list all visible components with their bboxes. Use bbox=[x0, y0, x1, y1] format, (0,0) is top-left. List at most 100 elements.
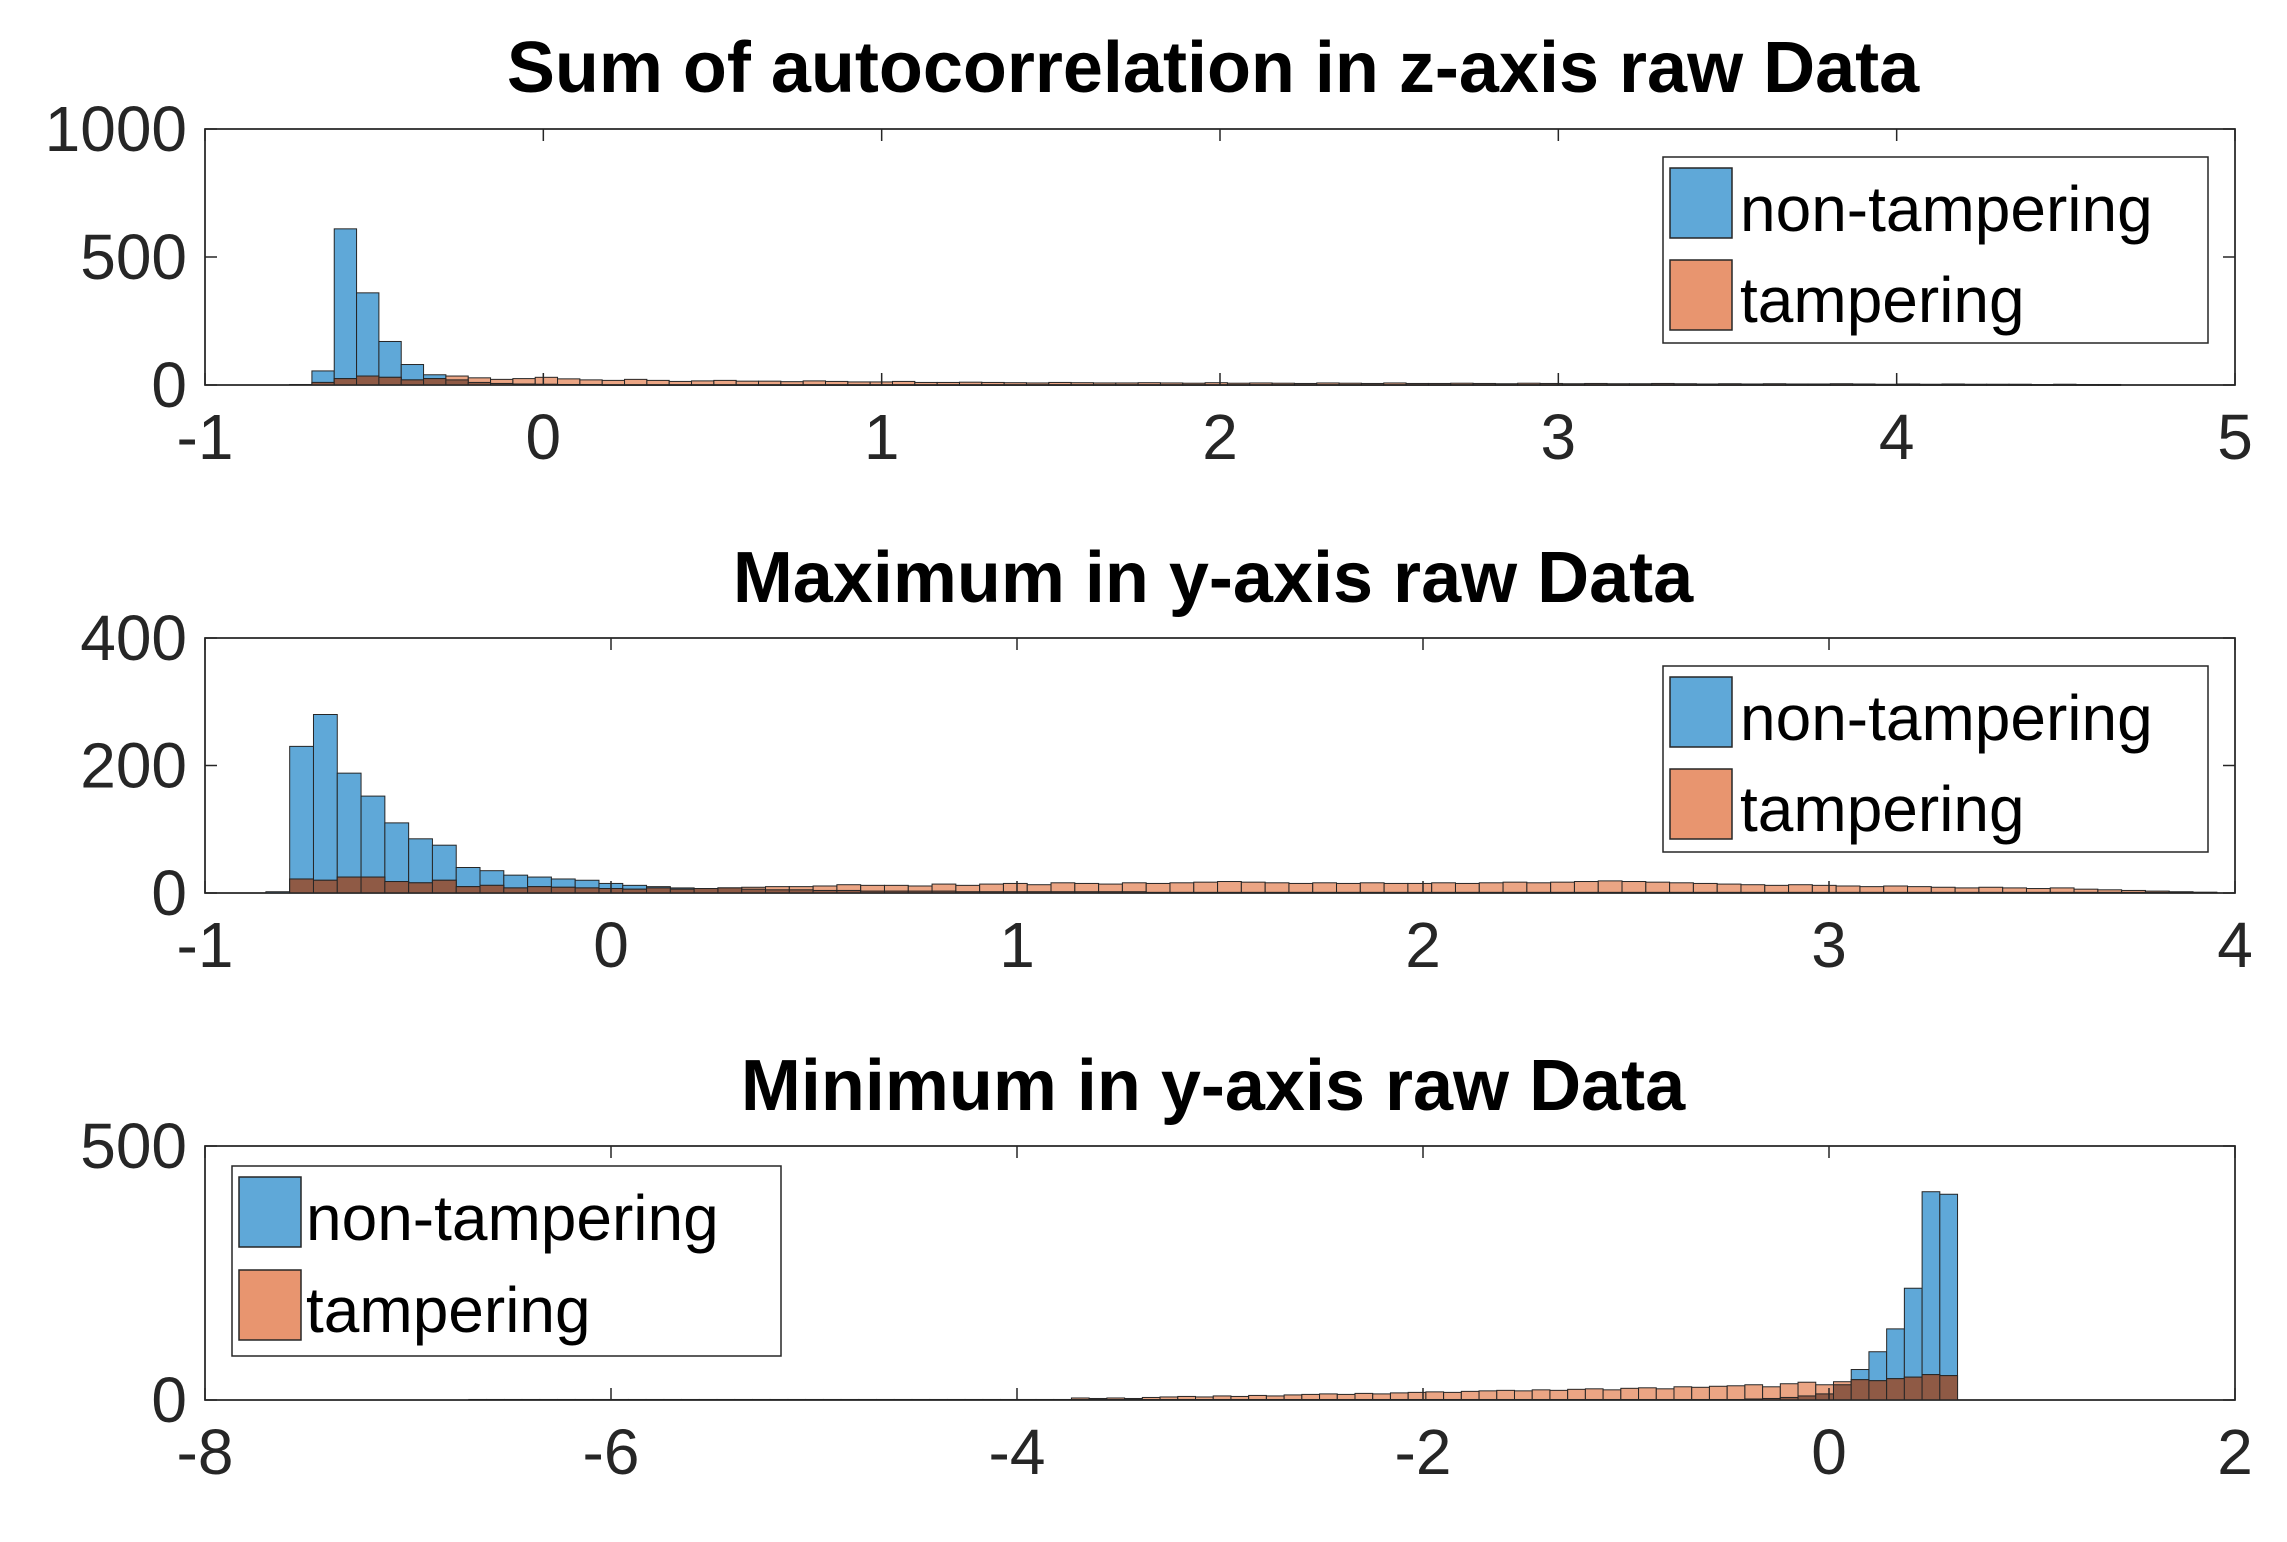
panel-2-xtick-label: 1 bbox=[999, 909, 1035, 981]
panel-1: Sum of autocorrelation in z-axis raw Dat… bbox=[45, 28, 2253, 473]
panel-2-tampering-bar bbox=[1454, 882, 1480, 894]
panel-2-tampering-bar bbox=[1336, 882, 1361, 894]
panel-3-title: Minimum in y-axis raw Data bbox=[741, 1046, 1686, 1126]
panel-2-tampering-bar bbox=[1811, 884, 1837, 894]
panel-1-title: Sum of autocorrelation in z-axis raw Dat… bbox=[507, 28, 1920, 108]
panel-2-overlap-bar bbox=[527, 886, 552, 894]
panel-1-overlap-bar bbox=[423, 378, 447, 386]
panel-2-xtick-label: 0 bbox=[593, 909, 629, 981]
panel-2-tampering-bar bbox=[1217, 881, 1242, 894]
panel-1-overlap-bar bbox=[378, 376, 402, 386]
panel-2-legend-box bbox=[1662, 665, 2209, 853]
panel-2-overlap-bar bbox=[503, 887, 529, 894]
panel-3-tampering-bar bbox=[1425, 1391, 1445, 1401]
panel-2-tampering-bar bbox=[1550, 881, 1575, 894]
panel-3-tampering-bar bbox=[1584, 1388, 1604, 1401]
panel-3-tampering-bar bbox=[1602, 1389, 1622, 1401]
panel-1-ytick-label: 1000 bbox=[45, 93, 187, 165]
panel-2-tampering-bar bbox=[1359, 882, 1385, 894]
panel-3-tampering-bar bbox=[1513, 1390, 1533, 1401]
panel-3-legend-swatch-tampering bbox=[238, 1269, 302, 1341]
panel-2-xtick-label: 4 bbox=[2217, 909, 2253, 981]
panel-3-overlap-bar bbox=[1832, 1384, 1852, 1401]
panel-1-legend-label-non-tampering: non-tampering bbox=[1740, 173, 2153, 245]
panel-1-xtick-label: 4 bbox=[1879, 401, 1915, 473]
panel-2-bars bbox=[265, 714, 2218, 894]
panel-1-overlap-bar bbox=[400, 379, 425, 386]
panel-2-overlap-bar bbox=[431, 879, 457, 894]
panel-1-non-tampering-bar bbox=[333, 228, 358, 386]
panel-2-overlap-bar bbox=[479, 884, 505, 894]
panel-2-legend-swatch-non-tampering bbox=[1669, 676, 1733, 748]
panel-3-xtick-label: -2 bbox=[1395, 1416, 1452, 1488]
panel-2-tampering-bar bbox=[1573, 881, 1599, 894]
panel-2-tampering-bar bbox=[1312, 882, 1338, 894]
panel-2-legend-label-non-tampering: non-tampering bbox=[1740, 682, 2153, 754]
panel-3-xtick-label: -6 bbox=[583, 1416, 640, 1488]
panel-1-legend-swatch-tampering bbox=[1669, 259, 1733, 331]
panel-3-overlap-bar bbox=[1850, 1379, 1870, 1401]
panel-3-overlap-bar bbox=[1868, 1380, 1888, 1401]
panel-3-tampering-bar bbox=[1567, 1388, 1586, 1401]
panel-1-overlap-bar bbox=[445, 379, 469, 386]
panel-1-axes-outline bbox=[204, 128, 2236, 386]
panel-3-tampering-bar bbox=[1726, 1385, 1746, 1401]
panel-2-xtick-label: 2 bbox=[1405, 909, 1441, 981]
panel-3-xtick-label: 0 bbox=[1811, 1416, 1847, 1488]
panel-2-tampering-bar bbox=[1621, 881, 1647, 894]
panel-3-overlap-bar bbox=[1886, 1378, 1905, 1401]
panel-3-tampering-bar bbox=[1549, 1389, 1569, 1401]
panel-3-non-tampering-bar bbox=[1939, 1193, 1959, 1401]
panel-3-tampering-bar bbox=[1531, 1389, 1551, 1401]
panel-3-tampering-bar bbox=[1620, 1387, 1640, 1401]
panel-1-legend-label-tampering: tampering bbox=[1740, 264, 2025, 336]
panel-1-ytick-label: 500 bbox=[80, 221, 187, 293]
panel-1-xtick-label: 0 bbox=[526, 401, 562, 473]
panel-3-non-tampering-bar bbox=[1921, 1191, 1941, 1401]
panel-3-legend-box bbox=[231, 1165, 782, 1357]
panel-2-overlap-bar bbox=[550, 886, 576, 894]
panel-2-tampering-bar bbox=[1145, 882, 1171, 894]
panel-2-overlap-bar bbox=[574, 887, 600, 894]
panel-2-non-tampering-bar bbox=[312, 714, 338, 894]
panel-2-non-tampering-bar bbox=[289, 745, 314, 894]
panel-2-xtick-label: -1 bbox=[177, 909, 234, 981]
panel-1-non-tampering-bar bbox=[356, 292, 380, 386]
panel-1-xtick-label: 2 bbox=[1202, 401, 1238, 473]
panel-2-tampering-bar bbox=[1431, 882, 1456, 894]
panel-2-tampering-bar bbox=[1169, 882, 1195, 894]
panel-3-ytick-label: 500 bbox=[80, 1110, 187, 1182]
panel-3-legend-label-non-tampering: non-tampering bbox=[306, 1182, 719, 1254]
panel-2-tampering-bar bbox=[1716, 883, 1742, 894]
panel-2-tampering-bar bbox=[1764, 884, 1790, 894]
panel-3: Minimum in y-axis raw Data -8 -6 -4 -2 0 2 0 50… bbox=[80, 1046, 2253, 1488]
panel-2-ytick-label: 400 bbox=[80, 602, 187, 674]
panel-2-tampering-bar bbox=[1597, 880, 1623, 894]
panel-3-xtick-label: -8 bbox=[177, 1416, 234, 1488]
panel-2-ytick-label: 200 bbox=[80, 730, 187, 802]
panel-2-overlap-bar bbox=[717, 887, 743, 894]
panel-2-overlap-bar bbox=[408, 882, 433, 894]
panel-3-tampering-bar bbox=[1443, 1391, 1462, 1401]
panel-3-legend: non-tampering tampering bbox=[231, 1165, 782, 1357]
panel-3-overlap-bar bbox=[1939, 1375, 1959, 1401]
panel-2-tampering-bar bbox=[1383, 882, 1409, 894]
panel-2-axes-outline bbox=[204, 637, 2236, 894]
panel-2-non-tampering-bar bbox=[336, 772, 362, 894]
panel-2-legend: non-tampering tampering bbox=[1662, 665, 2209, 853]
panel-1-xtick-label: 1 bbox=[864, 401, 900, 473]
panel-3-ticks: -8 -6 -4 -2 0 2 0 500 bbox=[80, 1110, 2253, 1488]
panel-2-tampering-bar bbox=[1502, 881, 1528, 894]
panel-2-tampering-bar bbox=[1645, 881, 1671, 894]
panel-3-xtick-label: 2 bbox=[2217, 1416, 2253, 1488]
panel-3-legend-swatch-non-tampering bbox=[238, 1176, 302, 1248]
panel-1-xtick-label: -1 bbox=[177, 401, 234, 473]
panel-2-tampering-bar bbox=[1240, 881, 1266, 894]
panel-2-xtick-label: 3 bbox=[1811, 909, 1847, 981]
panel-2-tampering-bar bbox=[1264, 882, 1290, 894]
panel-3-tampering-bar bbox=[1691, 1386, 1710, 1401]
panel-2-tampering-bar bbox=[1288, 882, 1314, 894]
panel-2-overlap-bar bbox=[384, 881, 410, 894]
